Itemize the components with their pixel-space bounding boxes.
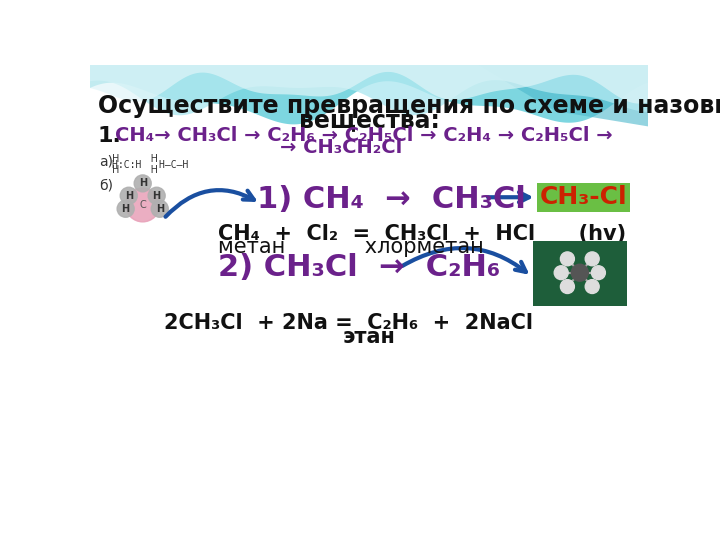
Circle shape: [134, 175, 151, 192]
Text: Осуществите превращения по схеме и назовите: Осуществите превращения по схеме и назов…: [98, 94, 720, 118]
Circle shape: [120, 187, 138, 204]
Circle shape: [117, 200, 134, 217]
Text: 2CH₃Cl  + 2Na =  C₂H₆  +  2NaCl: 2CH₃Cl + 2Na = C₂H₆ + 2NaCl: [163, 313, 533, 333]
Circle shape: [148, 187, 165, 204]
Text: → CH₃CH₂Cl: → CH₃CH₂Cl: [280, 138, 402, 158]
Circle shape: [591, 266, 606, 280]
Text: б): б): [99, 179, 113, 193]
Text: 2) CH₃Cl  →  C₂H₆: 2) CH₃Cl → C₂H₆: [218, 253, 500, 282]
Circle shape: [560, 252, 575, 266]
Text: этан: этан: [343, 327, 395, 347]
Circle shape: [560, 280, 575, 294]
FancyBboxPatch shape: [533, 241, 627, 306]
Text: H          H: H H: [112, 154, 158, 164]
Text: CH₃-Cl: CH₃-Cl: [540, 185, 628, 209]
Circle shape: [151, 200, 168, 217]
Text: H: H: [125, 191, 132, 201]
Text: H: H: [153, 191, 161, 201]
Circle shape: [585, 252, 599, 266]
Text: H:C:H   H–C–H: H:C:H H–C–H: [112, 160, 188, 170]
FancyArrowPatch shape: [166, 190, 254, 217]
Polygon shape: [477, 65, 648, 126]
Text: а): а): [99, 154, 113, 168]
Circle shape: [126, 188, 160, 222]
Text: H          H: H H: [112, 165, 158, 176]
FancyBboxPatch shape: [537, 183, 630, 212]
Text: H: H: [156, 204, 164, 214]
Circle shape: [554, 266, 568, 280]
Circle shape: [585, 280, 599, 294]
Text: 1.: 1.: [98, 126, 122, 146]
Text: CH₄  +  Cl₂  =  CH₃Cl  +  HCl      (hv): CH₄ + Cl₂ = CH₃Cl + HCl (hv): [218, 224, 626, 244]
Text: H: H: [139, 178, 147, 188]
FancyArrowPatch shape: [402, 248, 526, 272]
Polygon shape: [90, 65, 648, 104]
Polygon shape: [90, 65, 648, 115]
Text: C: C: [140, 200, 146, 210]
Text: CH₄→ CH₃Cl → C₂H₆ → C₂H₅Cl → C₂H₄ → C₂H₅Cl →: CH₄→ CH₃Cl → C₂H₆ → C₂H₅Cl → C₂H₄ → C₂H₅…: [114, 126, 613, 145]
Text: H: H: [122, 204, 130, 214]
Text: метан            хлорметан: метан хлорметан: [218, 237, 484, 257]
Text: вещества:: вещества:: [299, 108, 439, 132]
Circle shape: [571, 264, 588, 281]
Polygon shape: [90, 65, 648, 124]
Text: 1) CH₄  →  CH₃Cl: 1) CH₄ → CH₃Cl: [256, 185, 526, 214]
FancyArrowPatch shape: [488, 192, 529, 202]
